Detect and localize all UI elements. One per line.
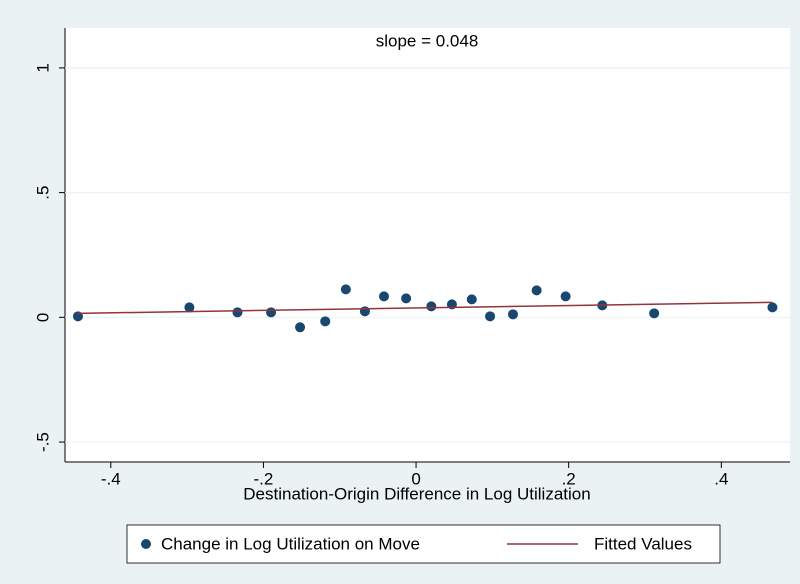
y-tick-label: -.5 <box>33 432 52 452</box>
scatter-point <box>266 307 277 318</box>
scatter-point <box>426 301 437 312</box>
y-tick-label: 1 <box>33 63 52 72</box>
scatter-point <box>232 307 243 318</box>
scatter-point <box>507 309 518 320</box>
x-tick-label: -.2 <box>253 469 273 488</box>
scatter-point <box>359 306 370 317</box>
scatter-point <box>320 316 331 327</box>
legend-label: Fitted Values <box>594 534 692 553</box>
scatter-point <box>531 285 542 296</box>
x-tick-label: .2 <box>562 469 576 488</box>
x-axis-title: Destination-Origin Difference in Log Uti… <box>243 484 590 503</box>
scatter-point <box>649 308 660 319</box>
scatter-point <box>560 291 571 302</box>
legend-label: Change in Log Utilization on Move <box>161 534 420 553</box>
scatter-point <box>295 322 306 333</box>
plot-area <box>65 28 790 462</box>
scatter-point <box>466 294 477 305</box>
x-tick-label: .4 <box>714 469 728 488</box>
scatter-point <box>401 293 412 304</box>
scatter-point <box>767 302 778 313</box>
y-tick-label: .5 <box>33 186 52 200</box>
x-tick-label: 0 <box>411 469 420 488</box>
scatter-point <box>340 284 351 295</box>
legend <box>126 524 721 564</box>
fitted-line <box>77 301 773 315</box>
chart-title: slope = 0.048 <box>376 31 479 50</box>
y-tick-label: 0 <box>33 313 52 322</box>
legend-marker <box>141 539 151 549</box>
scatter-point <box>379 291 389 302</box>
scatter-point <box>184 302 195 313</box>
scatter-point <box>485 311 496 322</box>
x-tick-label: -.4 <box>101 469 121 488</box>
